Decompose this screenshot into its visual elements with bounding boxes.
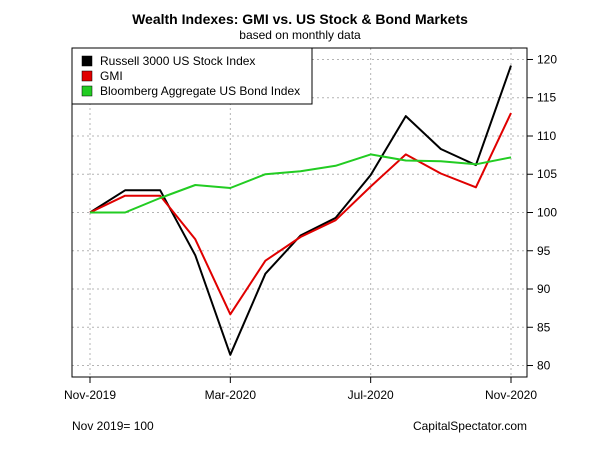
legend-swatch bbox=[81, 70, 93, 82]
y-tick-label: 80 bbox=[537, 359, 551, 373]
y-tick-label: 95 bbox=[537, 244, 551, 258]
footer-source: CapitalSpectator.com bbox=[413, 419, 527, 433]
footer-base-note: Nov 2019= 100 bbox=[72, 419, 154, 433]
legend-swatch bbox=[81, 55, 93, 67]
y-tick-label: 120 bbox=[537, 52, 557, 66]
y-tick-label: 115 bbox=[537, 91, 556, 105]
chart-subtitle: based on monthly data bbox=[239, 28, 361, 42]
x-axis: Nov-2019 Mar-2020 Jul-2020 Nov-2020 bbox=[64, 377, 537, 402]
legend-label: GMI bbox=[100, 69, 123, 83]
series-line-2 bbox=[90, 153, 512, 214]
y-tick-label: 110 bbox=[537, 129, 556, 143]
series-line-1 bbox=[89, 112, 512, 316]
x-tick-label: Nov-2019 bbox=[64, 388, 116, 402]
legend-label: Russell 3000 US Stock Index bbox=[100, 54, 255, 68]
y-tick-label: 100 bbox=[537, 206, 557, 220]
y-tick-label: 105 bbox=[537, 167, 557, 181]
chart-title: Wealth Indexes: GMI vs. US Stock & Bond … bbox=[132, 11, 468, 27]
legend-box bbox=[71, 47, 313, 105]
x-tick-label: Mar-2020 bbox=[205, 388, 257, 402]
x-tick-label: Nov-2020 bbox=[485, 388, 537, 402]
legend-swatch bbox=[81, 85, 93, 97]
y-tick-label: 85 bbox=[537, 320, 551, 334]
series-line-0 bbox=[89, 65, 512, 356]
legend-label: Bloomberg Aggregate US Bond Index bbox=[100, 84, 300, 98]
legend: Russell 3000 US Stock IndexGMIBloomberg … bbox=[71, 47, 313, 105]
series-layer bbox=[89, 65, 512, 356]
y-tick-label: 90 bbox=[537, 282, 551, 296]
y-axis: 80 85 90 95 100 105 110 115 120 bbox=[527, 52, 557, 373]
x-tick-label: Jul-2020 bbox=[348, 388, 394, 402]
